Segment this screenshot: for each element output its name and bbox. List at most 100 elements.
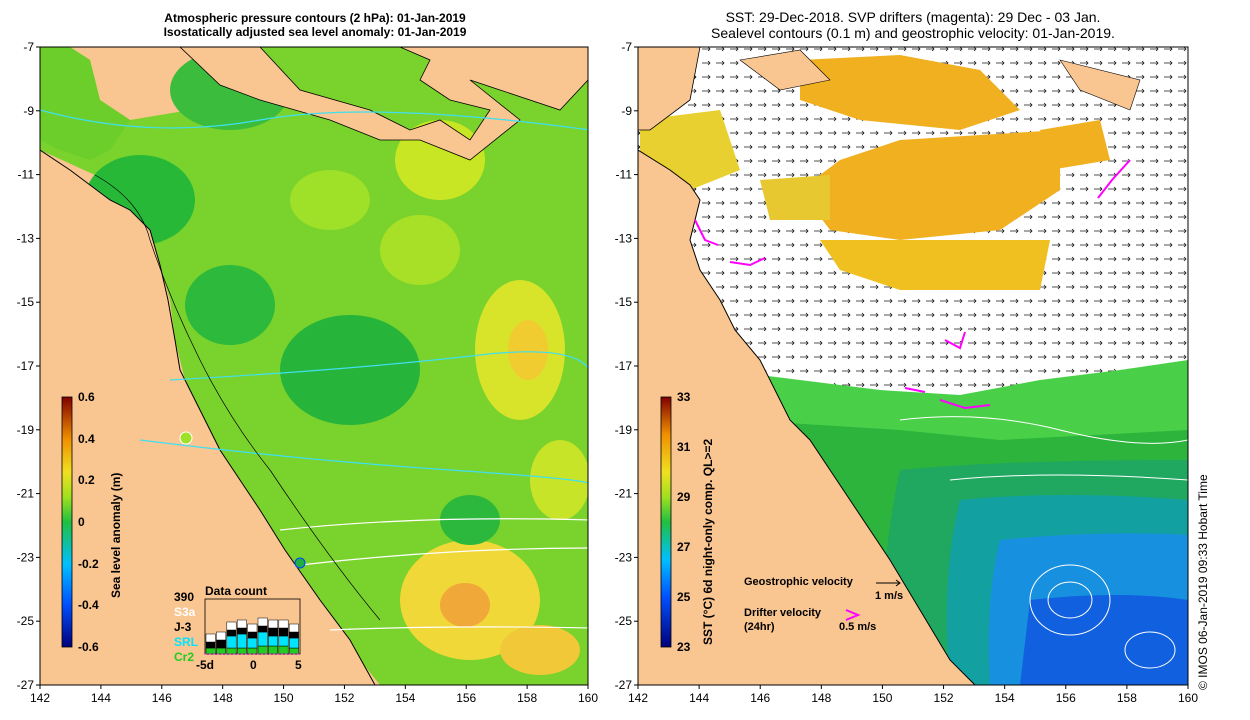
right-lon-label: 154 — [995, 691, 1015, 705]
left-map-title: Atmospheric pressure contours (2 hPa): 0… — [40, 11, 590, 39]
data-count-bar-segment — [216, 631, 227, 641]
data-count-bar-segment — [278, 619, 289, 629]
right-lon-label: 160 — [1178, 691, 1198, 705]
data-count-bar-segment — [288, 647, 299, 655]
right-title-line2: Sealevel contours (0.1 m) and geostrophi… — [711, 25, 1115, 41]
right-lon-label: 158 — [1117, 691, 1137, 705]
data-count-source-cr2: Cr2 — [174, 650, 195, 664]
sla-colorbar-tick-label: -0.6 — [78, 640, 99, 654]
data-count-bar-segment — [288, 637, 299, 649]
data-count-bar-segment — [205, 641, 216, 649]
left-lat-label: -19 — [17, 423, 35, 437]
data-count-bar-segment — [278, 635, 289, 647]
sst-colorbar-tick-label: 23 — [677, 640, 691, 654]
data-count-total: 390 — [174, 590, 195, 604]
right-lon-label: 150 — [872, 691, 892, 705]
right-lon-label: 152 — [934, 691, 954, 705]
right-lon-label: 148 — [811, 691, 831, 705]
data-count-bar-segment — [226, 635, 237, 649]
data-count-source-j3: J-3 — [174, 620, 192, 634]
sla-colorbar-tick-label: 0.6 — [78, 390, 95, 404]
right-lat-label: -15 — [615, 295, 633, 309]
data-count-bar-segment — [226, 647, 237, 655]
data-count-bar-segment — [236, 647, 247, 655]
data-count-bar-segment — [268, 645, 279, 655]
data-count-bar-segment — [236, 633, 247, 649]
left-lon-label: 148 — [213, 691, 233, 705]
data-count-bar-segment — [278, 645, 289, 655]
sst-colorbar-tick-label: 25 — [677, 590, 691, 604]
right-title-line1: SST: 29-Dec-2018. SVP drifters (magenta)… — [725, 9, 1101, 25]
drifter-velocity-label: Drifter velocity — [744, 607, 822, 619]
left-lon-label: 154 — [395, 691, 415, 705]
data-count-bar-segment — [226, 621, 237, 631]
right-lon-label: 144 — [689, 691, 709, 705]
right-lon-label: 146 — [750, 691, 770, 705]
data-count-bar-segment — [288, 631, 299, 639]
data-count-source-srl: SRL — [174, 635, 198, 649]
data-count-bar-segment — [288, 623, 299, 633]
data-count-source-s3a: S3a — [174, 605, 196, 619]
data-count-bar-segment — [257, 631, 268, 647]
left-lon-label: 146 — [152, 691, 172, 705]
sst-colorbar — [660, 396, 672, 648]
left-lat-label: -23 — [17, 550, 35, 564]
geostrophic-velocity-label: Geostrophic velocity — [744, 576, 853, 588]
geostrophic-velocity-scale: 1 m/s — [875, 590, 904, 602]
left-lat-label: -9 — [23, 104, 34, 118]
data-count-bar-segment — [205, 647, 216, 655]
right-lat-label: -25 — [615, 614, 633, 628]
geostrophic-scale-arrow — [876, 579, 901, 587]
sla-colorbar — [61, 396, 73, 648]
left-lon-label: 142 — [30, 691, 50, 705]
sla-colorbar-tick-label: 0.2 — [78, 473, 95, 488]
sst-colorbar-tick-label: 31 — [677, 440, 691, 454]
right-lat-label: -21 — [615, 487, 633, 501]
right-lat-label: -19 — [615, 423, 633, 437]
imos-credit: © IMOS 06-Jan-2019 09:33 Hobart Time — [1196, 474, 1210, 690]
data-count-tick-max: 5 — [295, 658, 302, 672]
data-count-bar-segment — [205, 633, 216, 643]
sla-colorbar-tick-label: -0.4 — [78, 598, 99, 613]
sst-colorbar-tick-label: 27 — [677, 540, 691, 554]
left-lat-label: -21 — [17, 487, 35, 501]
right-lat-label: -7 — [621, 40, 632, 54]
data-count-bar-segment — [216, 647, 227, 655]
data-count-tick-min: -5d — [196, 658, 214, 672]
data-count-chart — [204, 598, 301, 655]
right-map — [638, 47, 1188, 685]
left-lon-label: 160 — [578, 691, 598, 705]
data-count-bar-segment — [268, 635, 279, 647]
left-lat-label: -25 — [17, 614, 35, 628]
sla-colorbar-label: Sea level anomaly (m) — [109, 472, 123, 598]
left-lon-label: 158 — [517, 691, 537, 705]
right-lat-label: -11 — [616, 168, 633, 182]
data-count-tick-zero: 0 — [250, 658, 257, 672]
drifter-velocity-sublabel: (24hr) — [744, 621, 775, 633]
data-count-bar-segment — [236, 627, 247, 635]
data-count-bar-segment — [268, 619, 279, 629]
data-count-bar-segment — [247, 637, 258, 649]
data-count-bar-segment — [278, 627, 289, 637]
data-count-bar-segment — [257, 617, 268, 627]
data-count-bar-segment — [247, 631, 258, 639]
left-title-line1: Atmospheric pressure contours (2 hPa): 0… — [164, 11, 466, 25]
right-lat-label: -9 — [621, 104, 632, 118]
data-count-legend: 390 S3a J-3 SRL Cr2 — [174, 590, 198, 665]
left-lat-label: -17 — [17, 359, 35, 373]
sla-colorbar-tick-label: 0.4 — [78, 431, 95, 446]
right-map-title: SST: 29-Dec-2018. SVP drifters (magenta)… — [638, 9, 1188, 41]
sst-colorbar-tick-label: 33 — [677, 390, 691, 404]
left-map — [40, 47, 588, 685]
sla-colorbar-tick-label: 0 — [78, 515, 85, 529]
left-lon-label: 152 — [334, 691, 354, 705]
left-lon-label: 150 — [274, 691, 294, 705]
sst-colorbar-tick-label: 29 — [677, 490, 691, 504]
data-count-bar-segment — [216, 639, 227, 649]
left-lat-label: -13 — [17, 231, 35, 245]
left-lon-label: 144 — [91, 691, 111, 705]
left-lat-label: -7 — [23, 40, 34, 54]
right-lat-label: -23 — [615, 550, 633, 564]
data-count-bar-segment — [257, 645, 268, 655]
